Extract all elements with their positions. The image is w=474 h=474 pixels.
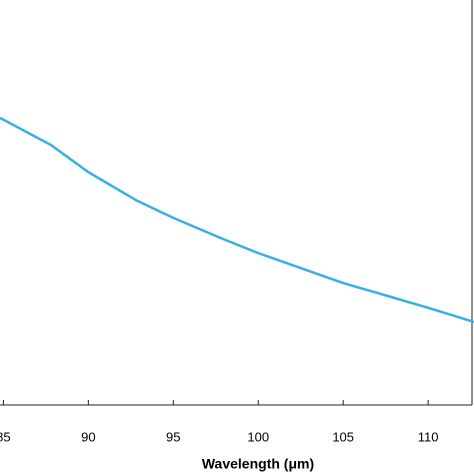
x-tick-label: 85: [0, 429, 11, 444]
x-tick-label: 100: [247, 429, 269, 444]
x-axis-label: Wavelength (μm): [202, 456, 314, 472]
x-tick-label: 90: [81, 429, 95, 444]
x-tick-label: 105: [332, 429, 354, 444]
x-tick-label: 95: [166, 429, 180, 444]
x-tick-label: 110: [418, 429, 439, 444]
data-line: [0, 116, 474, 324]
